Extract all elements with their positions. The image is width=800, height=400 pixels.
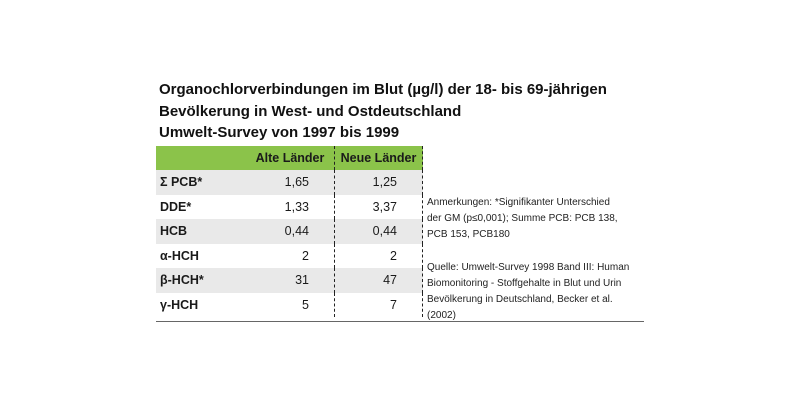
table-row: γ-HCH 5 7 xyxy=(156,292,423,317)
value-neue: 2 xyxy=(335,243,423,268)
row-label: Σ PCB* xyxy=(160,175,203,190)
row-label: HCB xyxy=(160,224,188,239)
notes-spacer xyxy=(427,243,647,260)
row-label: DDE* xyxy=(160,199,192,214)
row-label: γ-HCH xyxy=(160,297,199,312)
source-line: Biomonitoring - Stoffgehalte in Blut und… xyxy=(427,278,622,289)
value-alte: 31 xyxy=(246,268,335,293)
header-cell-neue-laender: Neue Länder xyxy=(335,146,423,170)
value-neue: 3,37 xyxy=(335,194,423,219)
title-line-2: Bevölkerung in West- und Ostdeutschland xyxy=(159,102,462,120)
notes-block: Anmerkungen: *Signifikanter Unterschied … xyxy=(427,195,647,324)
value-neue: 0,44 xyxy=(335,219,423,244)
table-header-row: Alte Länder Neue Länder xyxy=(156,146,423,170)
value-neue: 47 xyxy=(335,268,423,293)
table-row: Σ PCB* 1,65 1,25 xyxy=(156,170,423,195)
value-alte: 1,65 xyxy=(246,170,335,195)
header-cell-alte-laender: Alte Länder xyxy=(246,146,335,170)
title-line-1: Organochlorverbindungen im Blut (µg/l) d… xyxy=(159,81,607,98)
data-table: Alte Länder Neue Länder Σ PCB* 1,65 1,25… xyxy=(156,146,423,317)
source-line: Bevölkerung in Deutschland, Becker et al… xyxy=(427,294,613,305)
source-line: Quelle: Umwelt-Survey 1998 Band III: Hum… xyxy=(427,262,630,273)
page-title: Organochlorverbindungen im Blut (µg/l) d… xyxy=(159,79,639,144)
note-line: der GM (p≤0,001); Summe PCB: PCB 138, xyxy=(427,213,618,224)
table-row: α-HCH 2 2 xyxy=(156,243,423,268)
value-neue: 1,25 xyxy=(335,170,423,195)
row-label: β-HCH* xyxy=(160,273,204,288)
table-bottom-rule xyxy=(156,321,644,322)
table-row: β-HCH* 31 47 xyxy=(156,268,423,293)
table-row: DDE* 1,33 3,37 xyxy=(156,194,423,219)
header-cell-label xyxy=(156,146,246,170)
title-line-3: Umwelt-Survey von 1997 bis 1999 xyxy=(159,124,400,141)
value-alte: 5 xyxy=(246,292,335,317)
value-alte: 0,44 xyxy=(246,219,335,244)
value-alte: 2 xyxy=(246,243,335,268)
value-neue: 7 xyxy=(335,292,423,317)
source-line: (2002) xyxy=(427,310,456,321)
note-line: Anmerkungen: *Signifikanter Unterschied xyxy=(427,197,610,208)
table-row: HCB 0,44 0,44 xyxy=(156,219,423,244)
note-line: PCB 153, PCB180 xyxy=(427,229,510,240)
value-alte: 1,33 xyxy=(246,194,335,219)
row-label: α-HCH xyxy=(160,248,199,263)
